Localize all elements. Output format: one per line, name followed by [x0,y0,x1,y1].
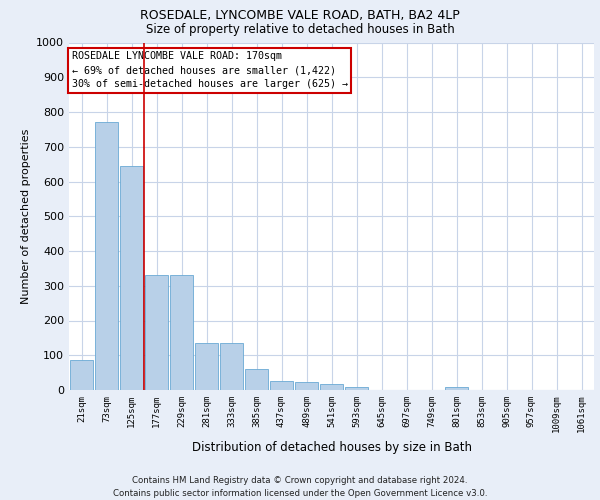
Bar [270,382,293,390]
Bar [170,276,193,390]
Text: ROSEDALE LYNCOMBE VALE ROAD: 170sqm
← 69% of detached houses are smaller (1,422): ROSEDALE LYNCOMBE VALE ROAD: 170sqm ← 69… [71,51,347,89]
Bar [295,382,318,390]
Bar [195,343,218,390]
Text: Size of property relative to detached houses in Bath: Size of property relative to detached ho… [146,22,454,36]
Bar [320,384,343,390]
Bar [95,122,118,390]
Bar [445,386,468,390]
Bar [120,166,143,390]
Bar [145,276,168,390]
Text: Contains HM Land Registry data © Crown copyright and database right 2024.: Contains HM Land Registry data © Crown c… [132,476,468,485]
Bar [70,360,93,390]
Bar [245,369,268,390]
Y-axis label: Number of detached properties: Number of detached properties [20,128,31,304]
Text: ROSEDALE, LYNCOMBE VALE ROAD, BATH, BA2 4LP: ROSEDALE, LYNCOMBE VALE ROAD, BATH, BA2 … [140,9,460,22]
X-axis label: Distribution of detached houses by size in Bath: Distribution of detached houses by size … [191,441,472,454]
Text: Contains public sector information licensed under the Open Government Licence v3: Contains public sector information licen… [113,489,487,498]
Bar [345,386,368,390]
Bar [220,343,243,390]
